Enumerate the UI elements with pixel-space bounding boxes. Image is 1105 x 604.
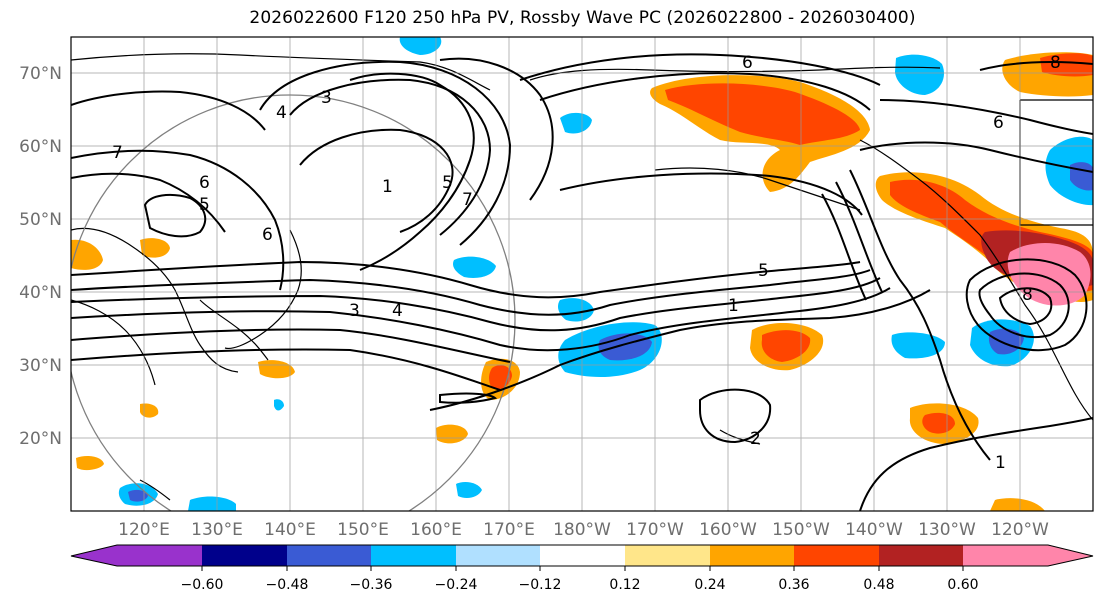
contour-labels: 3 4 7 6 5 6 1 5 7 3 4 6 5 1 6 8 1 2 8 xyxy=(112,53,1061,473)
lat-label: 60°N xyxy=(19,137,62,157)
lat-label: 30°N xyxy=(19,356,62,376)
lon-label: 130°E xyxy=(191,520,243,540)
lon-label: 160°E xyxy=(410,520,462,540)
colorbar-tick: 0.24 xyxy=(694,577,725,593)
coastlines xyxy=(71,53,1093,501)
lon-label: 170°E xyxy=(483,520,535,540)
colorbar-segment xyxy=(710,545,794,566)
lat-label: 20°N xyxy=(19,429,62,449)
positive-anomaly-alaska-core xyxy=(665,83,860,145)
positive-anomaly-110w xyxy=(990,498,1045,511)
map-title: 2026022600 F120 250 hPa PV, Rossby Wave … xyxy=(249,8,916,28)
latitude-labels: 70°N 60°N 50°N 40°N 30°N 20°N xyxy=(19,64,62,449)
colorbar-tick: −0.36 xyxy=(350,577,393,593)
longitude-labels: 120°E 130°E 140°E 150°E 160°E 170°E 180°… xyxy=(118,520,1049,540)
lat-label: 70°N xyxy=(19,64,62,84)
map-frame xyxy=(70,36,1094,512)
negative-anomaly-arctic xyxy=(895,54,945,95)
lat-label: 50°N xyxy=(19,210,62,230)
contour-label: 5 xyxy=(758,261,769,281)
lon-label: 170°W xyxy=(626,520,684,540)
pv-contours xyxy=(71,53,1093,511)
contour-label: 8 xyxy=(1050,53,1061,73)
lon-label: 130°W xyxy=(918,520,976,540)
contour-label: 4 xyxy=(392,301,403,321)
colorbar-tick: −0.48 xyxy=(266,577,309,593)
colorbar-segment xyxy=(625,545,710,566)
contour-label: 7 xyxy=(462,190,473,210)
colorbar-segment xyxy=(117,545,202,566)
contour-label: 3 xyxy=(321,88,332,108)
colorbar-segment xyxy=(963,545,1048,566)
contour-label: 1 xyxy=(728,296,739,316)
contour-label: 1 xyxy=(382,177,393,197)
contour-label: 7 xyxy=(112,143,123,163)
lon-label: 140°E xyxy=(264,520,316,540)
colorbar-segment xyxy=(879,545,963,566)
contour-label: 6 xyxy=(262,225,273,245)
contour-label: 4 xyxy=(276,103,287,123)
colorbar-tick: 0.12 xyxy=(609,577,640,593)
lon-label: 150°W xyxy=(772,520,830,540)
contour-label: 8 xyxy=(1022,285,1033,305)
lon-label: 120°W xyxy=(991,520,1049,540)
contour-label: 1 xyxy=(995,453,1006,473)
colorbar-tick: 0.36 xyxy=(778,577,809,593)
contour-label: 2 xyxy=(750,429,761,449)
colorbar-segment xyxy=(371,545,456,566)
lon-label: 180°W xyxy=(553,520,611,540)
colorbar-segment xyxy=(287,545,371,566)
contour-label: 6 xyxy=(199,173,210,193)
colorbar-extend-max xyxy=(1048,545,1093,566)
lon-label: 160°W xyxy=(699,520,757,540)
contour-label: 3 xyxy=(349,301,360,321)
colorbar-tick: −0.12 xyxy=(519,577,562,593)
colorbar-segment xyxy=(202,545,287,566)
lon-label: 120°E xyxy=(118,520,170,540)
contour-label: 6 xyxy=(993,113,1004,133)
colorbar-tick: 0.60 xyxy=(947,577,978,593)
lon-label: 140°W xyxy=(845,520,903,540)
colorbar-extend-min xyxy=(71,545,117,566)
contour-label: 6 xyxy=(742,53,753,73)
region-circle xyxy=(71,94,516,511)
colorbar-segment xyxy=(456,545,540,566)
colorbar: −0.60 −0.48 −0.36 −0.24 −0.12 0.12 0.24 … xyxy=(70,544,1094,593)
colorbar-segment xyxy=(794,545,879,566)
lat-label: 40°N xyxy=(19,283,62,303)
colorbar-segment xyxy=(540,545,625,566)
contour-label: 5 xyxy=(199,195,210,215)
colorbar-tick: 0.48 xyxy=(863,577,894,593)
colorbar-tick: −0.24 xyxy=(435,577,478,593)
colorbar-tick: −0.60 xyxy=(181,577,224,593)
lon-label: 150°E xyxy=(337,520,389,540)
contour-label: 5 xyxy=(442,173,453,193)
